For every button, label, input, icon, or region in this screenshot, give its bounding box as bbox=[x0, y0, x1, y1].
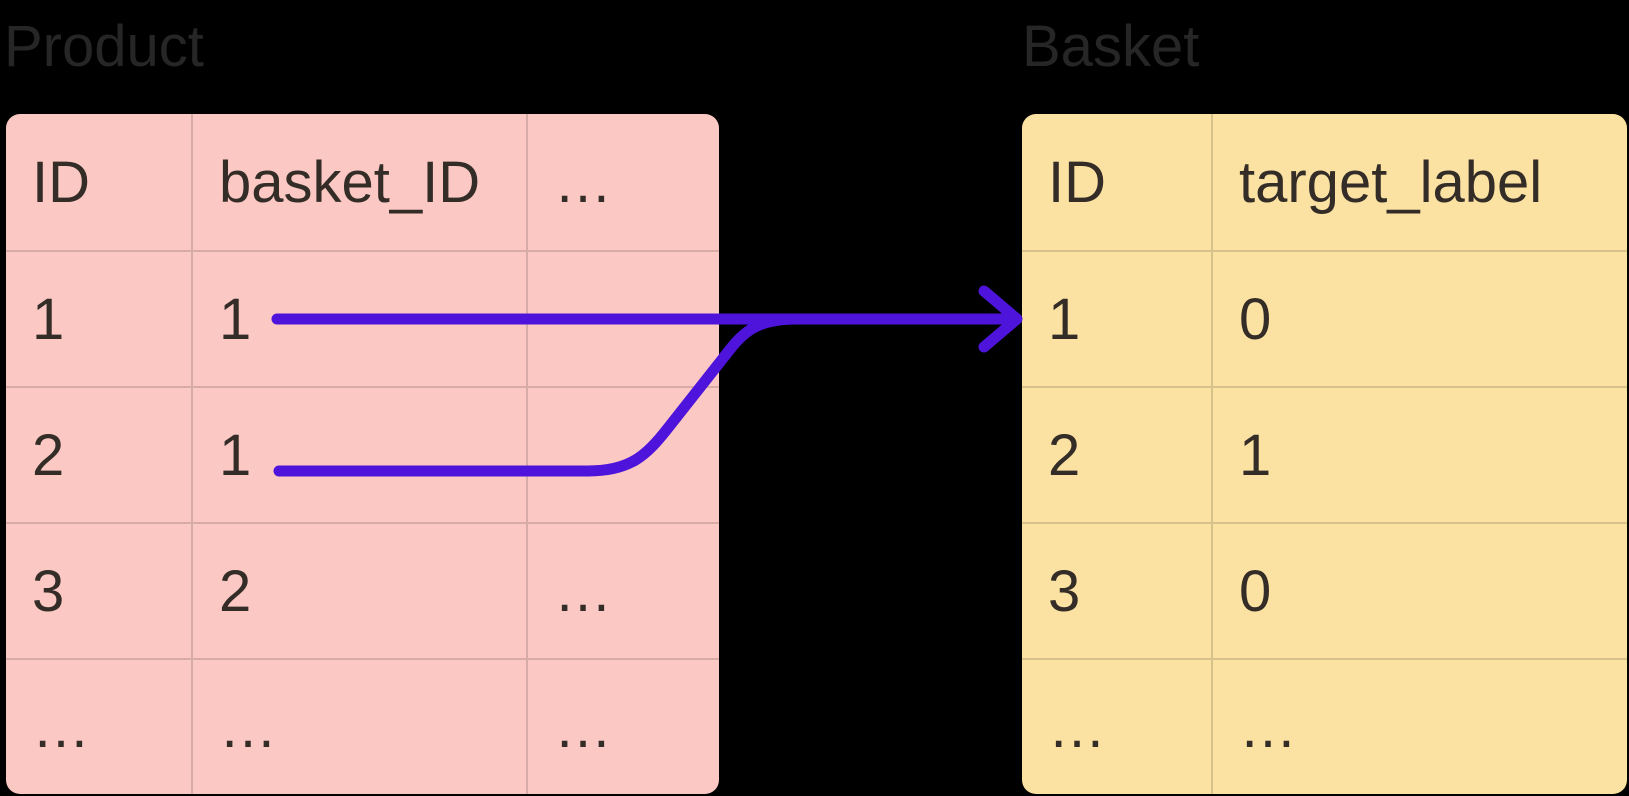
product-cell-r1-id: 1 bbox=[6, 250, 193, 386]
product-cell-r1-extra bbox=[528, 250, 719, 386]
product-header-id: ID bbox=[6, 114, 193, 250]
join-arrow-head bbox=[978, 285, 1023, 353]
basket-cell-r2-id: 2 bbox=[1022, 386, 1213, 522]
basket-header-id: ID bbox=[1022, 114, 1213, 250]
basket-header-target-label: target_label bbox=[1239, 149, 1543, 215]
basket-cell-r4-id: … bbox=[1022, 658, 1213, 794]
basket-cell-r3-id: 3 bbox=[1022, 522, 1213, 658]
basket-cell-r1-id: 1 bbox=[1022, 250, 1213, 386]
product-cell-r4-basket-id: … bbox=[193, 658, 528, 794]
product-cell-r2-basket-id: 1 bbox=[193, 386, 528, 522]
product-cell-r3-basket-id: 2 bbox=[193, 522, 528, 658]
product-table: ID basket_ID … 1 1 2 1 3 2 … … … … bbox=[6, 114, 719, 794]
basket-cell-r4-target: … bbox=[1213, 658, 1627, 794]
basket-cell-r3-target: 0 bbox=[1213, 522, 1627, 658]
basket-table-title: Basket bbox=[1022, 14, 1200, 79]
basket-cell-r1-target: 0 bbox=[1213, 250, 1627, 386]
product-header-ellipsis: … bbox=[554, 149, 612, 215]
product-cell-r2-id: 2 bbox=[6, 386, 193, 522]
product-cell-r1-basket-id: 1 bbox=[193, 250, 528, 386]
basket-cell-r2-target: 1 bbox=[1213, 386, 1627, 522]
product-table-title: Product bbox=[4, 14, 204, 79]
product-cell-r4-id: … bbox=[6, 658, 193, 794]
product-cell-r4-extra: … bbox=[528, 658, 719, 794]
basket-table: ID target_label 1 0 2 1 3 0 … … bbox=[1022, 114, 1627, 794]
product-header-basket-id: basket_ID bbox=[193, 114, 528, 250]
product-cell-r2-extra bbox=[528, 386, 719, 522]
product-cell-r3-extra: … bbox=[528, 522, 719, 658]
product-cell-r3-id: 3 bbox=[6, 522, 193, 658]
